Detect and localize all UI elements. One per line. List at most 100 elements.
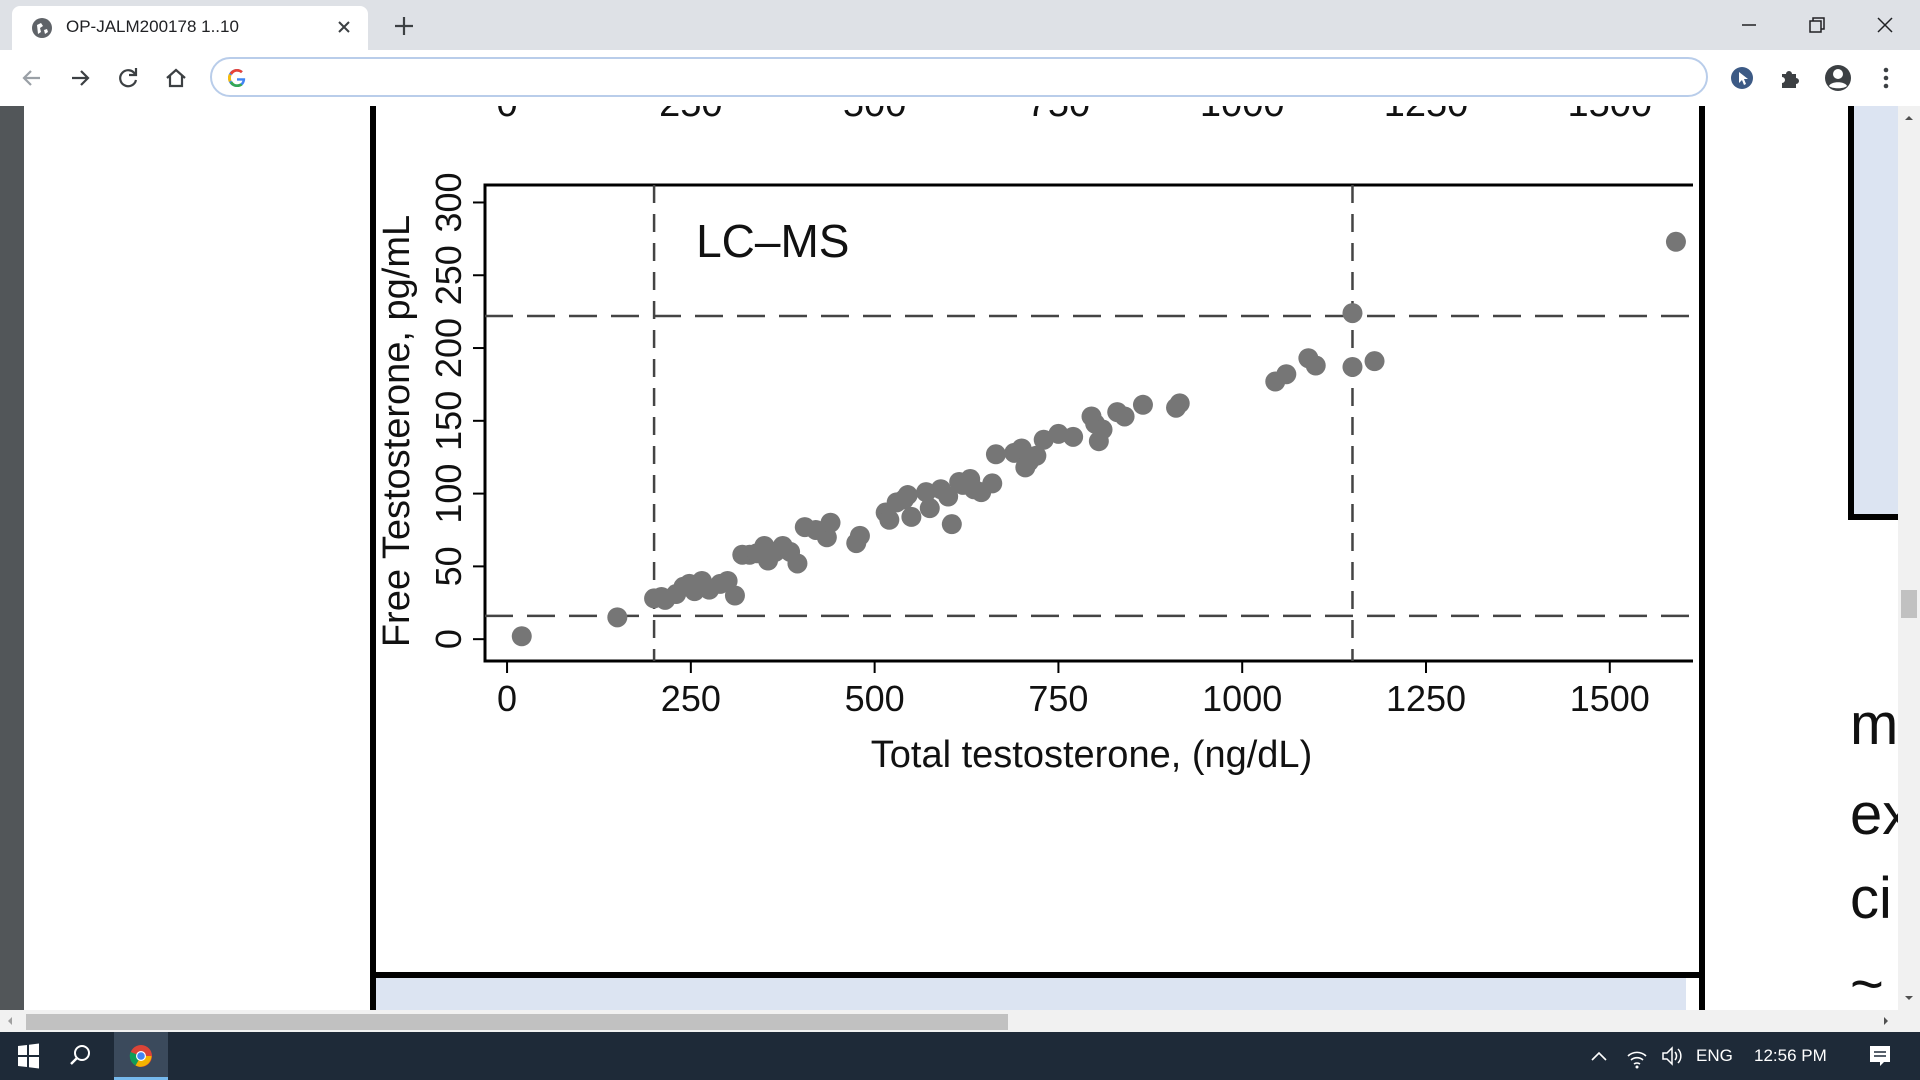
scroll-left-icon[interactable] bbox=[4, 1015, 16, 1027]
address-bar[interactable] bbox=[210, 57, 1708, 97]
x-tick-label: 1250 bbox=[1386, 678, 1466, 719]
panel-label: LC–MS bbox=[696, 215, 849, 267]
data-point bbox=[985, 444, 1006, 465]
cursor-extension-icon[interactable] bbox=[1726, 62, 1758, 94]
scrollbar-corner bbox=[1898, 1010, 1920, 1032]
y-tick-label: 0 bbox=[428, 629, 469, 649]
y-tick-label: 100 bbox=[428, 464, 469, 524]
puzzle-icon[interactable] bbox=[1774, 62, 1806, 94]
data-point bbox=[1092, 419, 1113, 440]
wifi-icon[interactable] bbox=[1622, 1032, 1652, 1080]
x-tick-label: 0 bbox=[497, 678, 517, 719]
scroll-down-icon[interactable] bbox=[1903, 992, 1915, 1004]
top-axis-tick-label: 1500 bbox=[1568, 106, 1653, 125]
data-point bbox=[897, 485, 918, 506]
data-point bbox=[1305, 355, 1326, 376]
browser-toolbar bbox=[0, 50, 1920, 107]
data-point bbox=[1063, 426, 1084, 447]
side-text-line-3: ci bbox=[1850, 866, 1892, 931]
top-axis-tick-label: 750 bbox=[1027, 106, 1090, 125]
figure-divider bbox=[370, 972, 1705, 978]
data-point bbox=[511, 626, 532, 647]
reference-lines bbox=[485, 185, 1693, 661]
scroll-right-icon[interactable] bbox=[1880, 1015, 1892, 1027]
data-point bbox=[1169, 393, 1190, 414]
adjacent-figure-box bbox=[1848, 106, 1898, 520]
volume-icon[interactable] bbox=[1656, 1032, 1686, 1080]
x-tick-label: 1000 bbox=[1202, 678, 1282, 719]
forward-arrow-icon[interactable] bbox=[64, 62, 96, 94]
data-point bbox=[787, 553, 808, 574]
kebab-menu-icon[interactable] bbox=[1870, 62, 1902, 94]
y-tick-label: 250 bbox=[428, 245, 469, 305]
plus-icon[interactable] bbox=[390, 12, 418, 40]
chevron-up-icon[interactable] bbox=[1584, 1032, 1614, 1080]
clock[interactable]: 12:56 PM bbox=[1754, 1046, 1827, 1065]
address-input[interactable] bbox=[256, 65, 1660, 91]
top-axis-tick-label: 500 bbox=[843, 106, 906, 125]
data-point bbox=[982, 473, 1003, 494]
reload-icon[interactable] bbox=[112, 62, 144, 94]
vertical-scroll-thumb[interactable] bbox=[1901, 590, 1917, 618]
close-icon[interactable] bbox=[334, 17, 354, 37]
windows-taskbar: ENG 12:56 PM bbox=[0, 1032, 1920, 1080]
windows-start-icon[interactable] bbox=[8, 1032, 48, 1080]
restore-icon[interactable] bbox=[1802, 10, 1832, 40]
side-text-line-2: ex bbox=[1850, 782, 1898, 847]
vertical-scrollbar[interactable] bbox=[1898, 106, 1920, 1010]
x-axis: 0 250 500 750 1000 1250 1500 bbox=[497, 661, 1650, 719]
data-point bbox=[901, 506, 922, 527]
y-tick-label: 200 bbox=[428, 318, 469, 378]
y-axis-title: Free Testosterone, pg/mL bbox=[376, 215, 418, 647]
data-point bbox=[1026, 445, 1047, 466]
home-icon[interactable] bbox=[160, 62, 192, 94]
data-point bbox=[941, 514, 962, 535]
data-point bbox=[849, 525, 870, 546]
notifications-icon[interactable] bbox=[1860, 1032, 1900, 1080]
y-axis: 0 50 100 150 200 250 300 bbox=[428, 172, 485, 649]
data-point bbox=[879, 509, 900, 530]
data-point bbox=[820, 512, 841, 533]
data-point bbox=[1665, 231, 1686, 252]
minimize-icon[interactable] bbox=[1734, 10, 1764, 40]
language-indicator[interactable]: ENG bbox=[1696, 1046, 1733, 1065]
x-tick-label: 500 bbox=[845, 678, 905, 719]
back-arrow-icon[interactable] bbox=[16, 62, 48, 94]
x-tick-label: 250 bbox=[661, 678, 721, 719]
x-axis-title: Total testosterone, (ng/dL) bbox=[871, 734, 1312, 776]
data-point bbox=[724, 585, 745, 606]
google-g-icon bbox=[228, 69, 246, 87]
horizontal-scroll-thumb[interactable] bbox=[26, 1014, 1008, 1030]
top-axis-tick-label: 1000 bbox=[1200, 106, 1285, 125]
next-figure-panel bbox=[376, 978, 1686, 1010]
data-point bbox=[607, 607, 628, 628]
side-text-line-4: ~ bbox=[1850, 952, 1884, 1011]
plot-area bbox=[483, 183, 1693, 663]
figure-frame bbox=[370, 106, 1705, 1010]
browser-titlebar: OP-JALM200178 1..10 bbox=[0, 0, 1920, 50]
data-point bbox=[1364, 351, 1385, 372]
data-point bbox=[1342, 303, 1363, 324]
data-points bbox=[511, 231, 1686, 647]
previous-panel-x-axis: 0 250 500 750 1000 1250 1500 bbox=[496, 106, 1652, 125]
data-point bbox=[919, 498, 940, 519]
y-tick-label: 50 bbox=[428, 546, 469, 586]
y-tick-label: 150 bbox=[428, 391, 469, 451]
data-point bbox=[1342, 356, 1363, 377]
x-tick-label: 750 bbox=[1028, 678, 1088, 719]
data-point bbox=[1276, 364, 1297, 385]
data-point bbox=[1132, 394, 1153, 415]
scroll-up-icon[interactable] bbox=[1903, 112, 1915, 124]
top-axis-tick-label: 1250 bbox=[1384, 106, 1469, 125]
horizontal-scrollbar[interactable] bbox=[0, 1010, 1898, 1032]
top-axis-tick-label: 250 bbox=[659, 106, 722, 125]
profile-icon[interactable] bbox=[1822, 62, 1854, 94]
taskbar-chrome-button[interactable] bbox=[114, 1032, 168, 1080]
top-axis-tick-label: 0 bbox=[496, 106, 517, 125]
x-tick-label: 1500 bbox=[1570, 678, 1650, 719]
browser-tab[interactable]: OP-JALM200178 1..10 bbox=[12, 6, 368, 50]
search-icon[interactable] bbox=[60, 1032, 100, 1080]
window-close-icon[interactable] bbox=[1870, 10, 1900, 40]
